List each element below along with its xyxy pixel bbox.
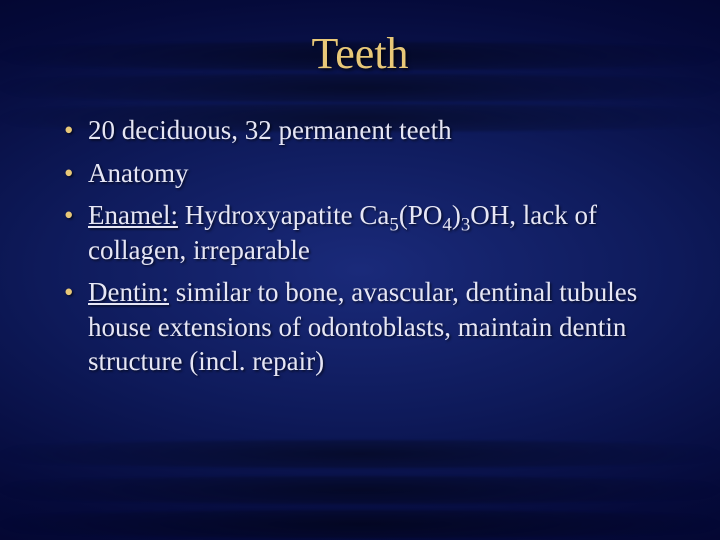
subscript: 5	[389, 214, 398, 235]
list-item: Dentin: similar to bone, avascular, dent…	[60, 275, 660, 379]
list-item: Anatomy	[60, 156, 660, 191]
bullet-text: (PO	[399, 200, 443, 230]
slide-container: Teeth 20 deciduous, 32 permanent teeth A…	[0, 0, 720, 540]
slide-title: Teeth	[60, 28, 660, 79]
bullet-text: similar to bone, avascular, dentinal tub…	[88, 277, 637, 376]
bullet-text: 20 deciduous, 32 permanent teeth	[88, 115, 452, 145]
bullet-text: Hydroxyapatite Ca	[178, 200, 389, 230]
term-label: Enamel:	[88, 200, 178, 230]
subscript: 4	[442, 214, 451, 235]
subscript: 3	[461, 214, 470, 235]
bullet-list: 20 deciduous, 32 permanent teeth Anatomy…	[60, 113, 660, 379]
term-label: Dentin:	[88, 277, 169, 307]
list-item: Enamel: Hydroxyapatite Ca5(PO4)3OH, lack…	[60, 198, 660, 267]
bullet-text: )	[452, 200, 461, 230]
bullet-text: Anatomy	[88, 158, 189, 188]
list-item: 20 deciduous, 32 permanent teeth	[60, 113, 660, 148]
